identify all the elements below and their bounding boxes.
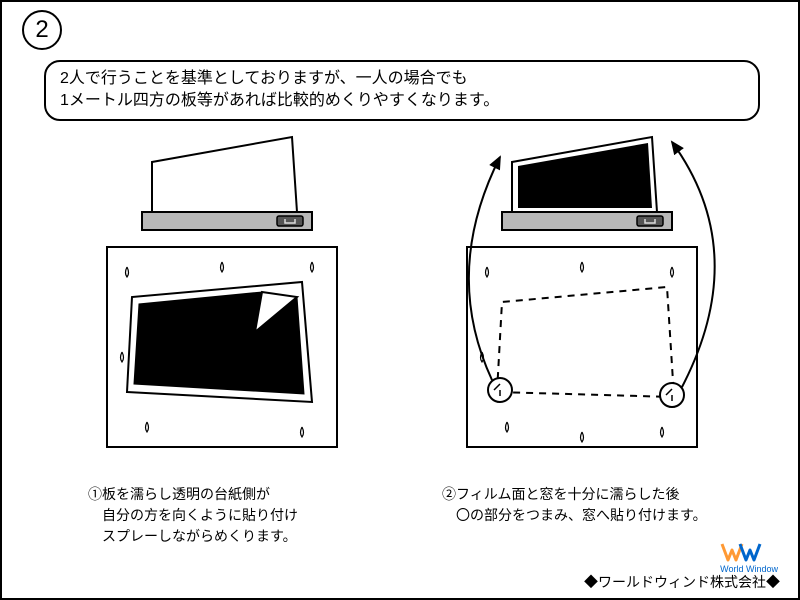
logo-icon xyxy=(720,540,764,564)
panel-left-illustration xyxy=(62,132,402,492)
company-footer: ◆ワールドウィンド株式会社◆ xyxy=(584,572,780,592)
panel-step-1 xyxy=(62,132,402,497)
header-instruction-box: 2人で行うことを基準としておりますが、一人の場合でも 1メートル四方の板等があれ… xyxy=(44,60,760,121)
panel-step-2 xyxy=(422,132,762,497)
panel-right-illustration xyxy=(422,132,782,492)
company-logo: World Window xyxy=(720,540,778,574)
header-line-1: 2人で行うことを基準としておりますが、一人の場合でも xyxy=(60,68,744,90)
step-number-text: 2 xyxy=(35,16,48,44)
header-line-2: 1メートル四方の板等があれば比較的めくりやすくなります。 xyxy=(60,90,744,112)
step-number-badge: 2 xyxy=(22,10,62,50)
caption-step-1: ①板を濡らし透明の台紙側が 自分の方を向くように貼り付け スプレーしながらめくり… xyxy=(88,484,298,547)
caption-step-2: ②フィルム面と窓を十分に濡らした後 〇の部分をつまみ、窓へ貼り付けます。 xyxy=(442,484,707,526)
